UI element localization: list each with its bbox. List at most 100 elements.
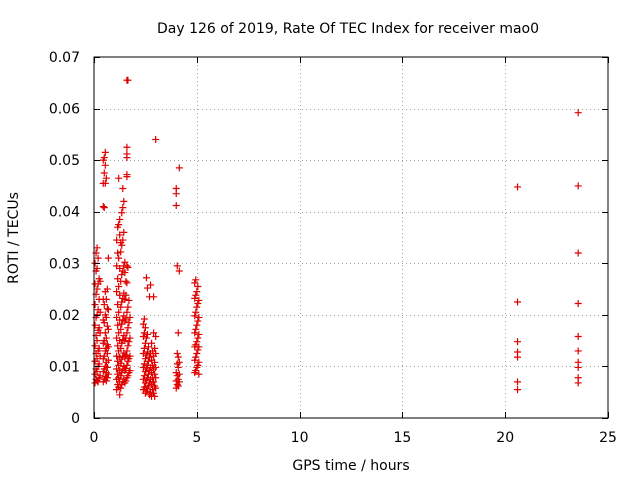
x-tick-label: 5: [192, 430, 201, 446]
data-point: [123, 329, 131, 337]
data-point: [142, 334, 150, 342]
data-point: [150, 293, 158, 301]
data-point: [192, 276, 200, 284]
data-point: [120, 228, 128, 236]
data-point: [117, 344, 125, 352]
data-point: [174, 382, 182, 390]
data-point: [151, 392, 159, 400]
data-point: [100, 319, 108, 327]
data-point: [96, 277, 104, 285]
data-point: [119, 236, 127, 244]
data-point: [140, 344, 148, 352]
data-point: [101, 179, 109, 187]
data-point: [149, 386, 157, 394]
data-point: [193, 303, 201, 311]
data-point: [117, 248, 125, 256]
x-tick-label: 10: [291, 430, 309, 446]
data-point: [99, 203, 107, 211]
data-point: [194, 317, 202, 325]
data-point: [113, 236, 121, 244]
data-point: [150, 389, 158, 397]
data-point: [514, 386, 522, 394]
x-axis-label: GPS time / hours: [292, 458, 409, 474]
data-point: [191, 329, 199, 337]
data-point: [124, 342, 132, 350]
data-point: [113, 288, 121, 296]
y-tick-label: 0.07: [49, 50, 80, 66]
data-point: [118, 320, 126, 328]
data-point: [144, 370, 152, 378]
data-point: [93, 244, 101, 252]
data-point: [193, 288, 201, 296]
data-point: [119, 185, 127, 193]
data-point: [102, 377, 110, 385]
axis-ticks: [94, 57, 609, 419]
data-point: [122, 291, 130, 299]
data-point: [124, 372, 132, 380]
data-point: [103, 285, 111, 293]
data-point: [574, 374, 582, 382]
data-point: [195, 370, 203, 378]
data-point: [115, 282, 123, 290]
data-point: [142, 365, 150, 373]
data-point: [193, 338, 201, 346]
gridlines: [94, 57, 608, 418]
data-point: [195, 330, 203, 338]
data-point: [123, 150, 131, 158]
data-point: [123, 143, 131, 151]
data-point: [101, 161, 109, 169]
data-point: [150, 329, 158, 337]
data-point: [144, 357, 152, 365]
data-point: [152, 333, 160, 341]
data-point: [574, 182, 582, 190]
data-point: [175, 358, 183, 366]
data-point: [151, 344, 159, 352]
data-point: [117, 372, 125, 380]
data-point: [95, 344, 103, 352]
data-point: [123, 308, 131, 316]
data-point: [114, 249, 122, 257]
data-point: [102, 313, 110, 321]
y-tick-label: 0.03: [49, 256, 80, 272]
data-point: [193, 350, 201, 358]
data-point: [118, 209, 126, 217]
data-point: [195, 313, 203, 321]
data-point: [123, 347, 131, 355]
x-tick-label: 15: [393, 430, 411, 446]
data-point: [194, 334, 202, 342]
data-point: [574, 249, 582, 257]
y-tick-label: 0.05: [49, 153, 80, 169]
data-point: [100, 154, 108, 162]
data-point: [139, 363, 147, 371]
data-point: [104, 325, 112, 333]
data-point: [119, 204, 127, 212]
data-point: [120, 197, 128, 205]
data-point: [143, 348, 151, 356]
data-point: [95, 324, 103, 332]
data-point: [140, 315, 148, 323]
data-point: [103, 305, 111, 313]
data-point: [117, 384, 125, 392]
data-point: [93, 337, 101, 345]
data-point: [91, 301, 99, 309]
data-point: [114, 321, 122, 329]
data-point: [140, 360, 148, 368]
data-point: [103, 322, 111, 330]
data-point: [143, 284, 151, 292]
data-point: [121, 295, 129, 303]
data-point: [152, 136, 160, 144]
data-point: [194, 300, 202, 308]
data-point: [174, 363, 182, 371]
data-point: [117, 303, 125, 311]
data-point: [96, 308, 104, 316]
x-tick-label: 0: [90, 430, 99, 446]
data-point: [116, 215, 124, 223]
x-tick-label: 25: [599, 430, 617, 446]
data-point: [192, 353, 200, 361]
data-point: [172, 369, 180, 377]
data-point: [103, 363, 111, 371]
data-point: [125, 338, 133, 346]
x-tick-label: 20: [496, 430, 514, 446]
data-point: [121, 269, 129, 277]
data-point: [100, 301, 108, 309]
